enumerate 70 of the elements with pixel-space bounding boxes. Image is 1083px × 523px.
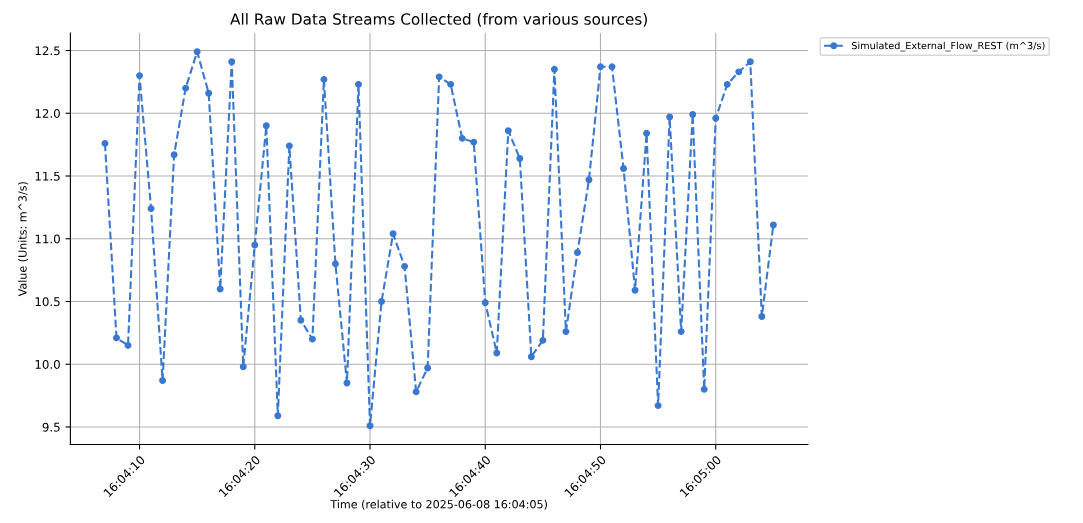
point bbox=[308, 335, 316, 343]
point bbox=[769, 221, 777, 229]
point bbox=[136, 72, 144, 80]
point bbox=[113, 334, 120, 342]
point bbox=[458, 134, 466, 142]
x-axis-title: Time (relative to 2025-06-08 16:04:05) bbox=[330, 499, 547, 510]
point bbox=[228, 58, 236, 66]
point bbox=[689, 111, 697, 118]
point bbox=[735, 68, 743, 76]
point bbox=[274, 412, 282, 420]
point bbox=[758, 313, 766, 321]
point bbox=[447, 80, 455, 88]
point bbox=[573, 249, 581, 257]
y-axis-title: Value (Units: m^3/s) bbox=[18, 182, 28, 297]
point bbox=[343, 379, 351, 387]
y-tick-label: 10.5 bbox=[35, 297, 60, 307]
point bbox=[504, 127, 512, 135]
point bbox=[401, 262, 409, 270]
point bbox=[147, 205, 155, 213]
point bbox=[550, 65, 558, 73]
point bbox=[124, 341, 132, 349]
point bbox=[585, 176, 593, 184]
point bbox=[297, 316, 305, 324]
point bbox=[620, 165, 628, 172]
point bbox=[170, 151, 178, 159]
point bbox=[631, 286, 639, 294]
point bbox=[666, 113, 674, 121]
chart-title: All Raw Data Streams Collected (from various sources) bbox=[230, 13, 647, 27]
point bbox=[320, 75, 328, 83]
y-tick-label: 12.0 bbox=[35, 108, 60, 118]
point bbox=[677, 328, 685, 336]
point bbox=[412, 388, 420, 396]
point bbox=[101, 139, 109, 147]
point bbox=[193, 48, 201, 56]
point bbox=[182, 84, 190, 92]
y-tick-label: 11.5 bbox=[35, 171, 60, 181]
point bbox=[216, 285, 224, 293]
point bbox=[539, 336, 547, 344]
point bbox=[285, 142, 293, 150]
point bbox=[597, 63, 604, 71]
point bbox=[712, 114, 720, 122]
point bbox=[746, 58, 754, 66]
point bbox=[366, 422, 374, 430]
y-tick-label: 12.5 bbox=[35, 46, 60, 56]
point bbox=[643, 129, 651, 137]
point bbox=[493, 349, 501, 357]
point bbox=[470, 138, 478, 146]
point bbox=[723, 80, 731, 88]
legend-label: Simulated_External_Flow_REST (m^3/s) bbox=[851, 41, 1045, 52]
point bbox=[159, 377, 167, 385]
y-tick-label: 11.0 bbox=[35, 234, 60, 244]
point bbox=[355, 80, 362, 88]
point bbox=[435, 73, 443, 81]
point bbox=[262, 122, 270, 130]
point bbox=[331, 260, 339, 268]
point bbox=[251, 241, 259, 249]
point bbox=[205, 89, 213, 97]
point bbox=[424, 364, 432, 372]
point bbox=[481, 299, 489, 307]
point bbox=[239, 363, 247, 371]
point bbox=[700, 385, 708, 393]
point bbox=[527, 353, 535, 361]
point bbox=[608, 63, 616, 71]
point bbox=[378, 298, 386, 305]
point bbox=[389, 230, 397, 238]
point bbox=[562, 328, 570, 336]
y-tick-label: 10.0 bbox=[35, 359, 60, 369]
y-tick-label: 9.5 bbox=[42, 422, 60, 432]
point bbox=[654, 402, 662, 410]
point bbox=[516, 154, 524, 162]
